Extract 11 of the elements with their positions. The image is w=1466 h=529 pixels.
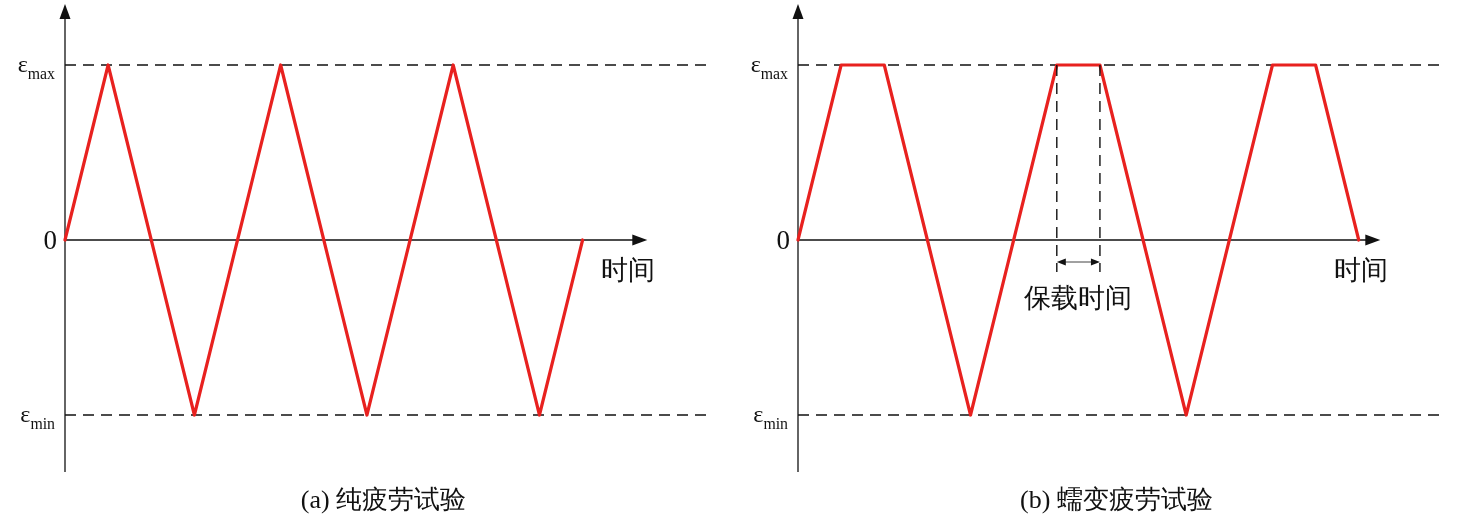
text: (b) 蠕变疲劳试验 <box>1020 485 1213 514</box>
text: (a) 纯疲劳试验 <box>300 485 467 514</box>
ref-line-label: ε$_{max}$ <box>750 51 789 83</box>
text: 0 <box>776 225 790 255</box>
x-axis-title: 时间 <box>601 255 656 285</box>
annotation: 保载时间 <box>1024 283 1133 313</box>
text: 0 <box>43 225 57 255</box>
ref-line-label: ε$_{max}$ <box>17 51 56 83</box>
ref-line-label: ε$_{min}$ <box>753 401 789 433</box>
x-axis-title: 时间 <box>1334 255 1389 285</box>
ref-line-label: ε$_{min}$ <box>20 401 56 433</box>
